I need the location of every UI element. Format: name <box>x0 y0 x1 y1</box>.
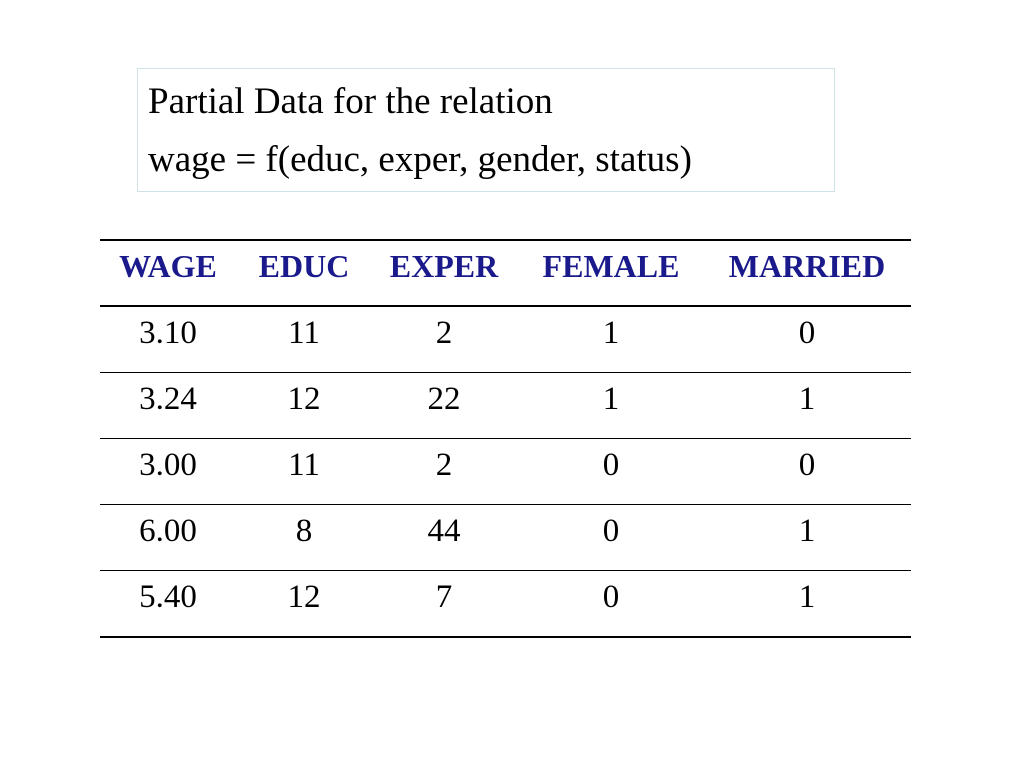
table-cell: 8 <box>295 513 313 549</box>
table-row: 3.10 11 2 1 0 <box>100 307 911 373</box>
header-cell: MARRIED <box>728 248 886 284</box>
table-cell: 1 <box>798 381 816 417</box>
title-line: Partial Data for the relation <box>148 81 553 122</box>
table-row: 3.24 12 22 1 1 <box>100 373 911 439</box>
table-cell: 0 <box>602 579 620 615</box>
table-cell: 2 <box>435 447 453 483</box>
table-cell: 11 <box>288 315 320 351</box>
table-cell: 7 <box>435 579 453 615</box>
table-cell: 3.24 <box>139 381 197 417</box>
table-cell: 0 <box>798 447 816 483</box>
header-row: WAGE EDUC EXPER FEMALE MARRIED <box>100 239 911 307</box>
table-row: 3.00 11 2 0 0 <box>100 439 911 505</box>
table-cell: 1 <box>798 579 816 615</box>
header-cell: EXPER <box>389 248 499 284</box>
table-cell: 11 <box>288 447 320 483</box>
table-cell: 5.40 <box>139 579 197 615</box>
table-cell: 0 <box>602 447 620 483</box>
table-cell: 12 <box>287 579 321 615</box>
table-cell: 1 <box>602 381 620 417</box>
header-cell: WAGE <box>119 248 217 284</box>
table-cell: 3.00 <box>139 447 197 483</box>
table-cell: 22 <box>427 381 461 417</box>
data-table: WAGE EDUC EXPER FEMALE MARRIED 3.10 11 2 1 0 3.24 1… <box>100 239 911 638</box>
title-line: wage = f(educ, exper, gender, status) <box>148 139 692 180</box>
table-cell: 1 <box>602 315 620 351</box>
title-box: Partial Data for the relation wage = f(e… <box>137 68 835 192</box>
header-cell: FEMALE <box>542 248 680 284</box>
header-cell: EDUC <box>258 248 350 284</box>
table-cell: 3.10 <box>139 315 197 351</box>
table-row: 5.40 12 7 0 1 <box>100 571 911 638</box>
table-cell: 0 <box>602 513 620 549</box>
table-row: 6.00 8 44 0 1 <box>100 505 911 571</box>
table-cell: 44 <box>427 513 461 549</box>
table-cell: 0 <box>798 315 816 351</box>
table-cell: 6.00 <box>139 513 197 549</box>
table-cell: 12 <box>287 381 321 417</box>
table-cell: 1 <box>798 513 816 549</box>
table-cell: 2 <box>435 315 453 351</box>
